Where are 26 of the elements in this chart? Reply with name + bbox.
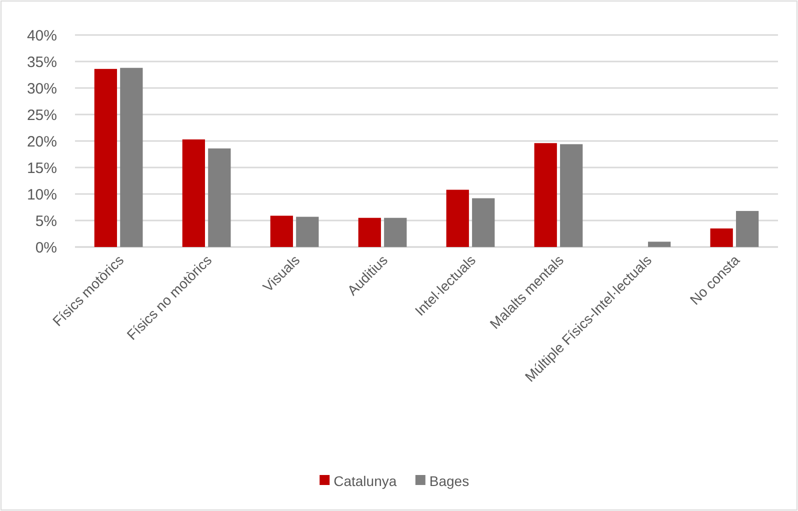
y-tick-label: 15% bbox=[26, 160, 57, 177]
y-tick-label: 5% bbox=[35, 212, 57, 230]
bar bbox=[94, 68, 118, 247]
bar bbox=[648, 242, 671, 247]
bar bbox=[270, 216, 293, 247]
bar bbox=[208, 148, 231, 247]
legend-label: Bages bbox=[429, 472, 470, 489]
bar bbox=[120, 68, 143, 247]
y-tick-label: 25% bbox=[26, 106, 57, 124]
bar bbox=[710, 228, 733, 247]
y-tick-label: 40% bbox=[26, 27, 57, 44]
bar bbox=[446, 190, 469, 247]
y-tick-label: 20% bbox=[26, 133, 57, 150]
bar bbox=[182, 139, 205, 247]
y-tick-label: 0% bbox=[35, 239, 57, 256]
y-tick-label: 30% bbox=[26, 80, 57, 98]
bar bbox=[358, 218, 381, 247]
bar bbox=[296, 216, 319, 247]
y-tick-label: 10% bbox=[26, 186, 57, 204]
bar bbox=[472, 198, 495, 247]
legend-label: Catalunya bbox=[334, 472, 397, 489]
bar bbox=[384, 218, 407, 247]
bar bbox=[560, 144, 583, 247]
bar bbox=[736, 210, 759, 247]
y-tick-label: 35% bbox=[26, 54, 57, 71]
bar bbox=[534, 143, 557, 247]
